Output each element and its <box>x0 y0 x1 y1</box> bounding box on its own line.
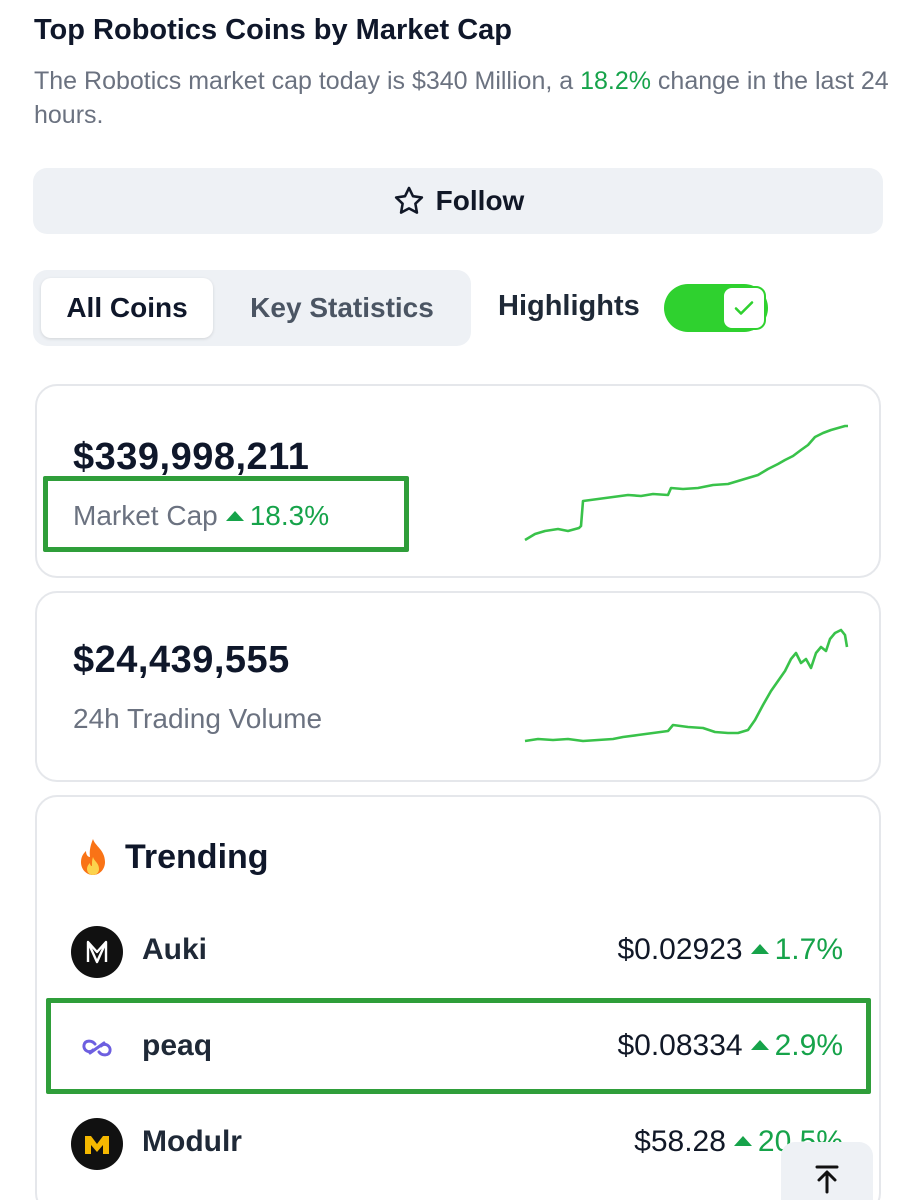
volume-sparkline <box>524 628 849 743</box>
coin-row-peaq[interactable]: peaq $0.08334 2.9% <box>37 1013 883 1083</box>
arrow-up-to-top-icon <box>815 1165 839 1194</box>
scroll-to-top-button[interactable] <box>781 1142 873 1200</box>
subtitle-text: The Robotics market cap today is $340 Mi… <box>34 67 581 95</box>
caret-up-icon <box>750 1040 769 1051</box>
peaq-logo-icon <box>82 1039 112 1057</box>
coin-price-row: $0.02923 1.7% <box>617 933 843 967</box>
market-cap-highlight-box <box>43 476 409 552</box>
auki-logo-icon <box>86 940 108 964</box>
coin-change: 2.9% <box>774 1029 843 1062</box>
trending-card: Trending Auki $0.02923 1.7% peaq $0.08334… <box>35 795 881 1200</box>
follow-label: Follow <box>435 185 525 216</box>
market-cap-card[interactable]: $339,998,211 Market Cap 18.3% <box>35 384 881 578</box>
market-cap-sparkline <box>524 424 848 542</box>
coin-price: $0.08334 <box>617 1029 743 1062</box>
market-cap-label: Market Cap <box>73 500 218 531</box>
modulr-logo <box>71 1118 123 1170</box>
market-cap-value: $339,998,211 <box>73 436 310 478</box>
trending-header: Trending <box>75 837 269 877</box>
toggle-knob <box>722 286 766 330</box>
coin-price: $0.02923 <box>617 933 743 966</box>
peaq-logo <box>71 1022 123 1074</box>
volume-value: $24,439,555 <box>73 639 290 681</box>
modulr-logo-icon <box>85 1136 109 1154</box>
coin-change: 1.7% <box>774 933 843 966</box>
highlights-toggle[interactable] <box>664 284 768 332</box>
highlights-label: Highlights <box>498 290 640 322</box>
caret-up-icon <box>750 944 769 955</box>
page-title: Top Robotics Coins by Market Cap <box>34 14 513 46</box>
follow-button[interactable]: Follow <box>33 168 883 234</box>
caret-up-icon <box>733 1136 752 1147</box>
tab-key-statistics[interactable]: Key Statistics <box>250 292 434 323</box>
volume-card[interactable]: $24,439,555 24h Trading Volume <box>35 591 881 782</box>
tab-all-coins[interactable]: All Coins <box>41 278 213 338</box>
auki-logo <box>71 926 123 978</box>
star-outline-icon <box>394 186 423 214</box>
peaq-highlight-box <box>46 998 871 1094</box>
coin-name: Modulr <box>142 1125 242 1158</box>
page-subtitle: The Robotics market cap today is $340 Mi… <box>34 64 894 132</box>
subtitle-text-end: change in the last 24 hours. <box>34 67 889 129</box>
trending-title: Trending <box>125 837 269 876</box>
view-tabs: All Coins Key Statistics <box>33 270 471 346</box>
coin-price-row: $0.08334 2.9% <box>617 1029 843 1063</box>
coin-row-auki[interactable]: Auki $0.02923 1.7% <box>37 917 883 987</box>
coin-name: Auki <box>142 933 208 966</box>
market-cap-label-row: Market Cap 18.3% <box>73 500 329 532</box>
caret-up-icon <box>225 510 244 521</box>
coin-price: $58.28 <box>634 1125 726 1158</box>
subtitle-change: 18.2% <box>580 67 651 95</box>
coin-name: peaq <box>142 1029 213 1062</box>
fire-icon <box>81 839 105 875</box>
volume-label: 24h Trading Volume <box>73 703 323 734</box>
market-cap-change: 18.3% <box>249 500 330 531</box>
coin-row-modulr[interactable]: Modulr $58.2820.5% <box>37 1109 883 1179</box>
check-icon <box>734 301 754 315</box>
